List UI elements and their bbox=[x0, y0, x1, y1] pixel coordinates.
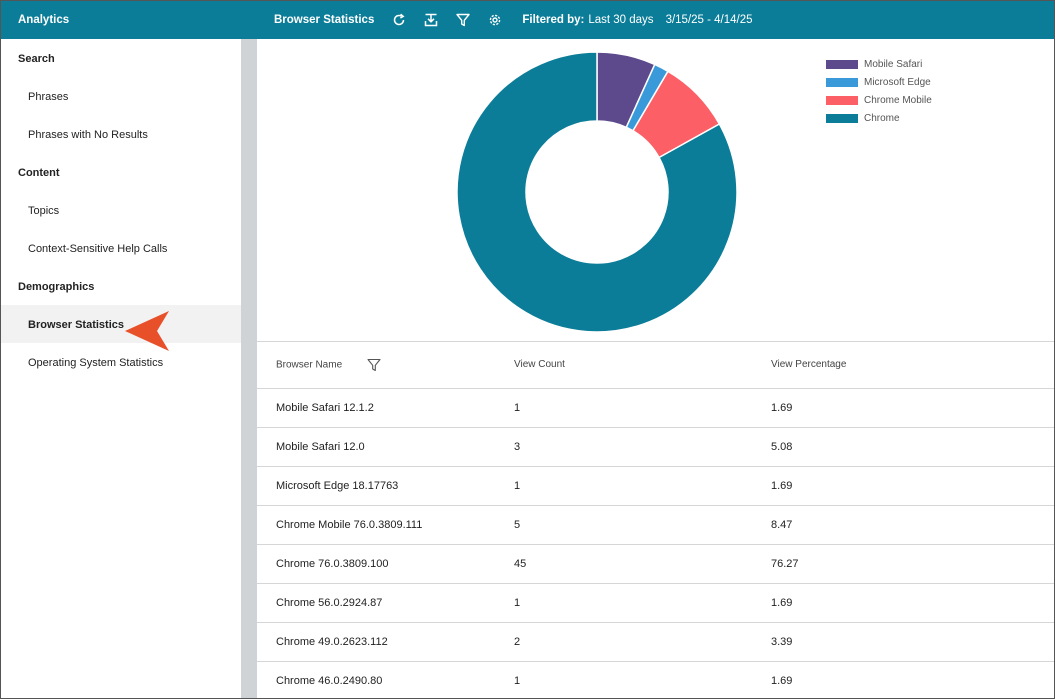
cell-view-count: 1 bbox=[514, 466, 771, 506]
section-search: Search bbox=[18, 53, 55, 65]
chart-area: Mobile Safari Microsoft Edge Chrome Mobi… bbox=[257, 39, 1054, 342]
sidebar-item-browser-statistics[interactable]: Browser Statistics bbox=[1, 305, 241, 351]
cell-view-percentage: 5.08 bbox=[771, 427, 1054, 467]
filter-icon[interactable] bbox=[456, 13, 471, 27]
table-row[interactable]: Chrome 56.0.2924.87 1 1.69 bbox=[257, 583, 1054, 623]
table-row[interactable]: Chrome 46.0.2490.80 1 1.69 bbox=[257, 661, 1054, 698]
legend-item-chrome-mobile[interactable]: Chrome Mobile bbox=[826, 91, 932, 109]
column-header-view-count[interactable]: View Count bbox=[514, 342, 771, 389]
cell-browser-name: Chrome 46.0.2490.80 bbox=[257, 661, 514, 698]
legend-swatch bbox=[826, 95, 858, 105]
table-row[interactable]: Mobile Safari 12.0 3 5.08 bbox=[257, 427, 1054, 467]
legend-label: Microsoft Edge bbox=[864, 76, 931, 88]
download-icon[interactable] bbox=[424, 13, 438, 27]
cell-browser-name: Chrome Mobile 76.0.3809.111 bbox=[257, 505, 514, 545]
arrow-pointer-icon bbox=[125, 311, 169, 351]
cell-browser-name: Mobile Safari 12.0 bbox=[257, 427, 514, 467]
main-panel: Browser Statistics Filtered by: Last 30 … bbox=[257, 1, 1054, 698]
cell-view-percentage: 1.69 bbox=[771, 583, 1054, 623]
cell-view-count: 3 bbox=[514, 427, 771, 467]
cell-view-percentage: 3.39 bbox=[771, 622, 1054, 662]
sidebar-item-label: Browser Statistics bbox=[28, 319, 124, 331]
cell-browser-name: Chrome 56.0.2924.87 bbox=[257, 583, 514, 623]
section-demographics: Demographics bbox=[18, 281, 95, 293]
cell-view-percentage: 1.69 bbox=[771, 388, 1054, 428]
splitter-header bbox=[241, 1, 257, 39]
gear-icon[interactable] bbox=[488, 13, 502, 27]
page-title: Browser Statistics bbox=[274, 14, 375, 26]
table-row[interactable]: Microsoft Edge 18.17763 1 1.69 bbox=[257, 466, 1054, 506]
chart-legend: Mobile Safari Microsoft Edge Chrome Mobi… bbox=[826, 55, 932, 127]
legend-item-mobile-safari[interactable]: Mobile Safari bbox=[826, 55, 932, 73]
toolbar: Browser Statistics Filtered by: Last 30 … bbox=[257, 1, 1054, 39]
cell-browser-name: Mobile Safari 12.1.2 bbox=[257, 388, 514, 428]
cell-view-count: 2 bbox=[514, 622, 771, 662]
legend-label: Mobile Safari bbox=[864, 58, 923, 70]
column-header-label: Browser Name bbox=[276, 359, 343, 371]
sidebar-nav: Search Phrases Phrases with No Results C… bbox=[1, 39, 241, 381]
filter-value[interactable]: Last 30 days bbox=[588, 14, 654, 26]
panel-splitter[interactable] bbox=[241, 1, 257, 698]
table-row[interactable]: Chrome 76.0.3809.100 45 76.27 bbox=[257, 544, 1054, 584]
cell-browser-name: Microsoft Edge 18.17763 bbox=[257, 466, 514, 506]
sidebar-item-phrases[interactable]: Phrases bbox=[28, 91, 69, 103]
sidebar-item-csh-calls[interactable]: Context-Sensitive Help Calls bbox=[28, 243, 168, 255]
column-header-view-percentage[interactable]: View Percentage bbox=[771, 342, 1054, 389]
cell-view-percentage: 1.69 bbox=[771, 661, 1054, 698]
cell-view-percentage: 8.47 bbox=[771, 505, 1054, 545]
legend-label: Chrome bbox=[864, 112, 900, 124]
cell-view-count: 5 bbox=[514, 505, 771, 545]
legend-swatch bbox=[826, 113, 858, 123]
donut-chart bbox=[456, 51, 738, 333]
cell-view-count: 1 bbox=[514, 661, 771, 698]
cell-view-percentage: 76.27 bbox=[771, 544, 1054, 584]
browser-table: Browser Name View Count View Percentage … bbox=[257, 342, 1054, 698]
table-row[interactable]: Mobile Safari 12.1.2 1 1.69 bbox=[257, 388, 1054, 428]
donut-slice-chrome[interactable] bbox=[456, 51, 738, 333]
sidebar: Analytics Search Phrases Phrases with No… bbox=[1, 1, 241, 698]
cell-browser-name: Chrome 76.0.3809.100 bbox=[257, 544, 514, 584]
sidebar-item-os-statistics[interactable]: Operating System Statistics bbox=[28, 357, 164, 369]
cell-view-percentage: 1.69 bbox=[771, 466, 1054, 506]
sidebar-item-topics[interactable]: Topics bbox=[28, 205, 60, 217]
legend-label: Chrome Mobile bbox=[864, 94, 932, 106]
cell-view-count: 45 bbox=[514, 544, 771, 584]
legend-swatch bbox=[826, 59, 858, 69]
date-range: 3/15/25 - 4/14/25 bbox=[665, 14, 753, 26]
column-header-browser-name[interactable]: Browser Name bbox=[257, 342, 514, 389]
refresh-icon[interactable] bbox=[392, 13, 406, 27]
legend-item-microsoft-edge[interactable]: Microsoft Edge bbox=[826, 73, 932, 91]
cell-browser-name: Chrome 49.0.2623.112 bbox=[257, 622, 514, 662]
legend-swatch bbox=[826, 77, 858, 87]
sidebar-item-phrases-no-results[interactable]: Phrases with No Results bbox=[28, 129, 148, 141]
cell-view-count: 1 bbox=[514, 388, 771, 428]
legend-item-chrome[interactable]: Chrome bbox=[826, 109, 932, 127]
filter-label: Filtered by: bbox=[522, 14, 585, 26]
filter-icon[interactable] bbox=[367, 358, 381, 372]
table-row[interactable]: Chrome 49.0.2623.112 2 3.39 bbox=[257, 622, 1054, 662]
cell-view-count: 1 bbox=[514, 583, 771, 623]
table-header-row: Browser Name View Count View Percentage bbox=[257, 342, 1054, 389]
sidebar-title: Analytics bbox=[1, 1, 241, 39]
section-content: Content bbox=[18, 167, 60, 179]
table-row[interactable]: Chrome Mobile 76.0.3809.111 5 8.47 bbox=[257, 505, 1054, 545]
